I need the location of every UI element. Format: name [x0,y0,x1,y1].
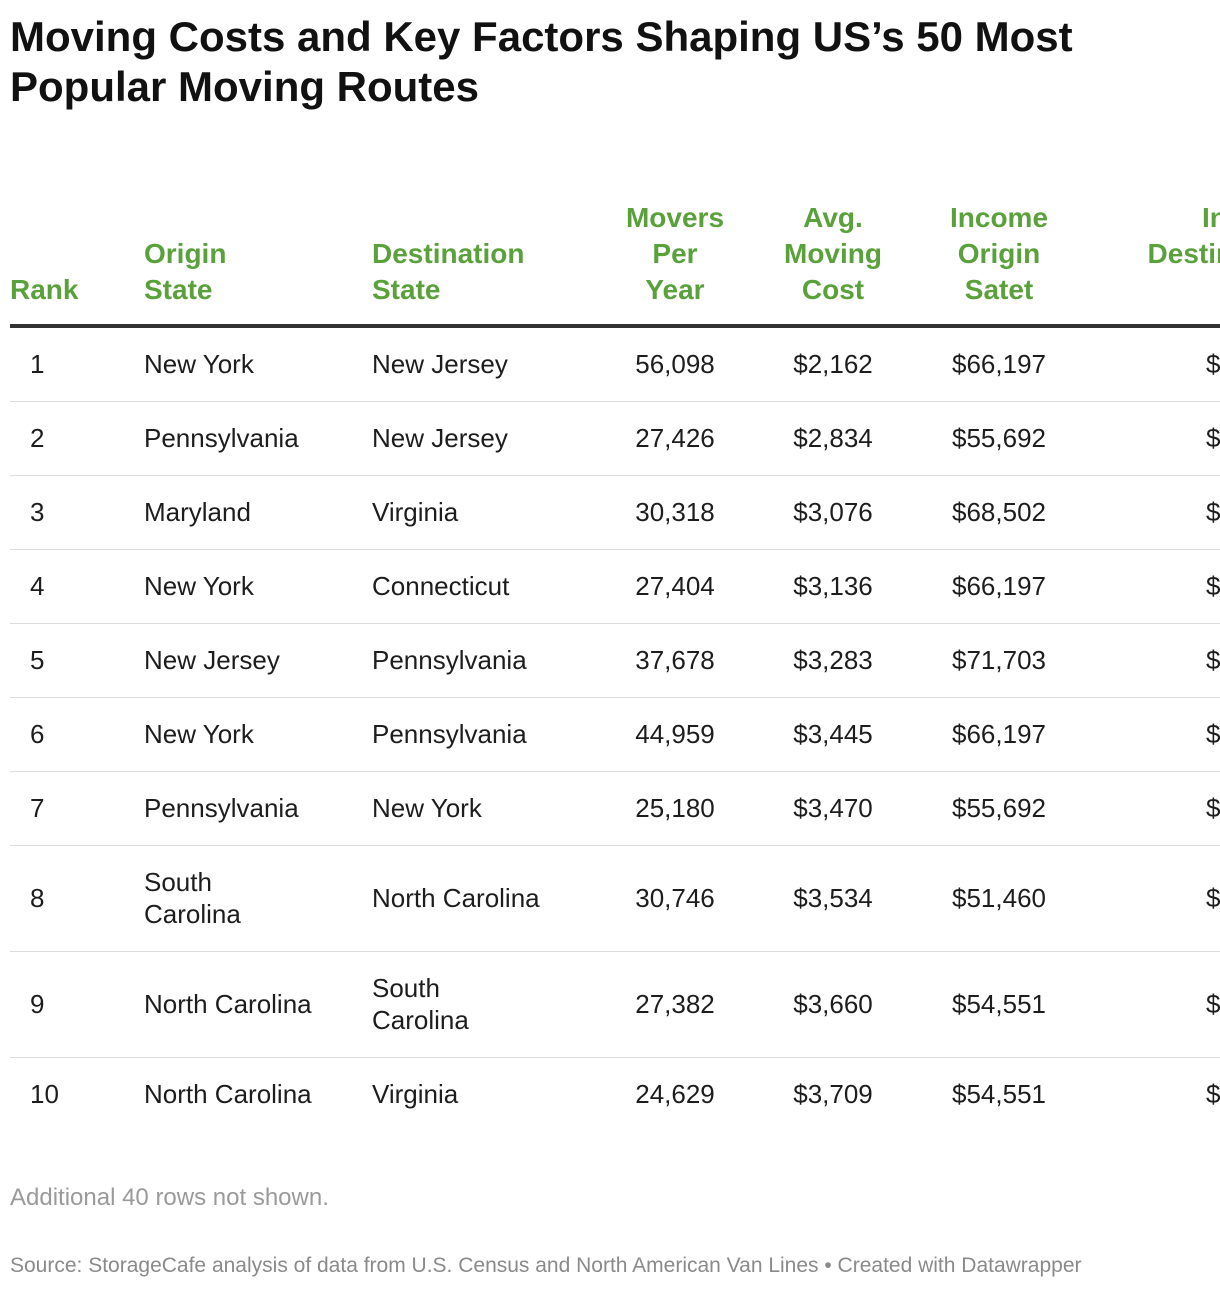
income-destination-cell: $66,197 [1082,771,1220,846]
destination-state-cell: Virginia [372,475,600,550]
data-table: Rank Origin State Destination State Move… [10,200,1220,1131]
column-header-movers-per-year[interactable]: Movers Per Year [600,200,750,328]
destination-state-cell: New Jersey [372,326,600,402]
income-origin-cell: $54,551 [952,1079,1046,1109]
origin-state-cell: New York [144,549,372,624]
income-destination-cell: $69,855 [1082,549,1220,624]
origin-state-cell: New Jersey [144,623,372,698]
table-row: 9 North Carolina South Carolina 27,382 $3,66… [10,951,1220,1058]
data-table-container[interactable]: Rank Origin State Destination State Move… [10,200,1220,1131]
rank-cell: 10 [30,1079,59,1109]
avg-moving-cost-cell: $2,834 [750,401,916,476]
table-row: 3MarylandVirginia30,318$3,076$68,502$65,… [10,475,1220,550]
avg-moving-cost-cell: $3,076 [750,475,916,550]
avg-moving-cost-cell: $3,660 [750,951,916,1058]
rank-cell: 3 [10,475,144,550]
column-header-destination-state[interactable]: Destination State [372,200,600,328]
column-header-avg-moving-cost[interactable]: Avg. Moving Cost [750,200,916,328]
movers-per-year-cell: 30,318 [600,475,750,550]
avg-moving-cost-cell: $2,162 [750,326,916,402]
destination-state-cell: Pennsylvania [372,623,600,698]
origin-state-cell: Maryland [144,475,372,550]
movers-per-year-cell: 44,959 [600,697,750,772]
origin-state-cell: New York [144,697,372,772]
destination-state-cell: Connecticut [372,549,600,624]
movers-per-year-cell: 37,678 [600,623,750,698]
income-origin-cell: $66,197 [916,326,1082,402]
destination-state-cell: New Jersey [372,401,600,476]
movers-per-year-cell: 27,382 [600,951,750,1058]
table-row: 4 New York Connecticut 27,404 $3,136 $66,197 $… [10,549,1220,624]
rank-cell: 8 [10,845,144,952]
column-header-origin-state[interactable]: Origin State [144,200,372,328]
origin-state-cell: Pennsylvania [144,401,372,476]
origin-state-cell: Pennsylvania [144,771,372,846]
column-header-income-origin[interactable]: Income Origin Satet [916,200,1082,328]
header-row: Rank Origin State Destination State Move… [10,200,1220,328]
destination-state-cell: North Carolina [372,845,600,952]
avg-moving-cost-cell: $3,534 [750,845,916,952]
movers-per-year-cell: 30,746 [600,845,750,952]
rows-not-shown-note: Additional 40 rows not shown. [10,1184,329,1211]
income-origin-cell: $66,197 [916,549,1082,624]
rank-cell: 1 [10,326,144,402]
income-destination-cell: $51,460 [1082,951,1220,1058]
income-destination-cell: $55,692 [1082,697,1220,772]
avg-moving-cost-cell: $3,470 [750,771,916,846]
income-destination-cell: $71,703 [1082,326,1220,402]
origin-state-cell: North Carolina [144,951,372,1058]
avg-moving-cost-cell: $3,709 [793,1079,873,1109]
movers-per-year-cell: 27,426 [600,401,750,476]
rank-cell: 6 [10,697,144,772]
movers-per-year-cell: 27,404 [600,549,750,624]
origin-state-cell: South Carolina [144,845,372,952]
income-destination-cell: $65,941 [1082,475,1220,550]
rank-cell: 4 [10,549,144,624]
movers-per-year-cell: 24,629 [635,1079,715,1109]
table-row: 10 North Carolina Virginia 24,629 $3,709 $54,… [10,1058,1220,1132]
destination-state-cell: Pennsylvania [372,697,600,772]
origin-state-cell: New York [144,326,372,402]
chart-title: Moving Costs and Key Factors Shaping US’… [10,13,1073,110]
avg-moving-cost-cell: $3,136 [750,549,916,624]
income-origin-cell: $68,502 [916,475,1082,550]
income-origin-cell: $66,197 [916,697,1082,772]
source-note: Source: StorageCafe analysis of data fro… [10,1254,1082,1277]
destination-state-cell: South Carolina [372,951,600,1058]
income-destination-cell: $55,692 [1082,623,1220,698]
table-row: 5 New Jersey Pennsylvania 37,678 $3,283 $71,7… [10,623,1220,698]
rank-cell: 9 [10,951,144,1058]
rank-cell: 7 [10,771,144,846]
movers-per-year-cell: 25,180 [600,771,750,846]
income-destination-cell: $54,551 [1082,845,1220,952]
income-destination-cell: $71,703 [1082,401,1220,476]
table-row: 6 New York Pennsylvania 44,959 $3,445 $66,197… [10,697,1220,772]
table-row: 8 South Carolina North Carolina 30,746 $3,53… [10,845,1220,952]
column-header-rank[interactable]: Rank [10,200,144,328]
rank-cell: 2 [10,401,144,476]
column-header-income-destination[interactable]: Income Destination State [1082,200,1220,328]
income-destination-cell: $65,941 [1206,1079,1220,1109]
destination-state-cell: Virginia [372,1079,459,1109]
table-row: 2 Pennsylvania New Jersey 27,426 $2,834 $55,6… [10,401,1220,476]
income-origin-cell: $55,692 [916,401,1082,476]
rank-cell: 5 [10,623,144,698]
income-origin-cell: $54,551 [916,951,1082,1058]
table-row: 7 Pennsylvania New York 25,180 $3,470 $55,692… [10,771,1220,846]
income-origin-cell: $55,692 [916,771,1082,846]
avg-moving-cost-cell: $3,445 [750,697,916,772]
income-origin-cell: $51,460 [916,845,1082,952]
movers-per-year-cell: 56,098 [600,326,750,402]
origin-state-cell: North Carolina [144,1079,312,1109]
avg-moving-cost-cell: $3,283 [750,623,916,698]
destination-state-cell: New York [372,771,600,846]
income-origin-cell: $71,703 [916,623,1082,698]
